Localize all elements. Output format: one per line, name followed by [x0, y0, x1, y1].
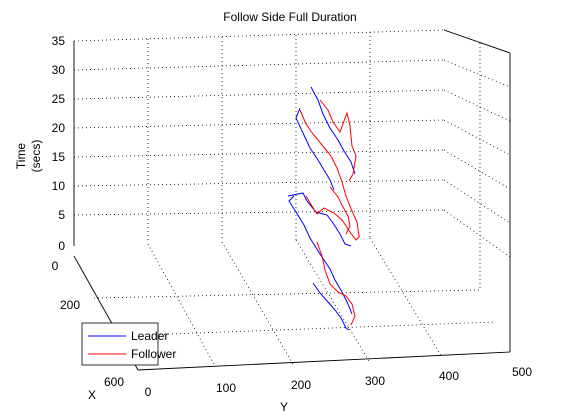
x-axis-label: X [88, 388, 96, 402]
z-tick-label: 25 [52, 92, 66, 106]
x-tick-label: 200 [60, 298, 80, 312]
leader-trajectory-segment [287, 192, 352, 247]
z-tick-label: 5 [58, 208, 65, 222]
y-tick-label: 400 [439, 369, 459, 383]
z-tick-label: 30 [52, 63, 66, 77]
x-ticks: 0 200 600 [52, 259, 125, 389]
z-tick-label: 10 [52, 179, 66, 193]
leader-trajectory-segment [312, 282, 350, 331]
trajectory-layer [287, 86, 361, 331]
x-tick-label: 0 [52, 259, 59, 273]
legend: Leader Follower [81, 322, 176, 366]
x-tick-label: 600 [104, 375, 124, 389]
z-axis-label-line1: Time [14, 143, 28, 170]
y-tick-label: 500 [512, 365, 532, 379]
z-tick-label: 20 [52, 121, 66, 135]
chart-title: Follow Side Full Duration [223, 10, 356, 24]
y-ticks: 0 100 200 300 400 500 [145, 365, 533, 399]
legend-box [81, 322, 159, 366]
z-tick-label: 15 [52, 150, 66, 164]
follower-trajectory-segment [299, 109, 360, 237]
z-ticks: 35 30 25 20 15 10 5 0 [52, 34, 66, 253]
y-tick-label: 0 [145, 385, 152, 399]
follower-trajectory-segment [329, 186, 351, 235]
z-tick-label: 35 [52, 34, 66, 48]
follower-trajectory-segment [319, 99, 357, 182]
leader-trajectory-segment [288, 195, 353, 315]
leader-trajectory-segment [310, 86, 356, 175]
axes-box [73, 29, 511, 371]
follower-trajectory-segment [305, 195, 361, 241]
legend-label-follower: Follower [131, 347, 176, 361]
y-axis-label: Y [280, 400, 288, 414]
y-tick-label: 100 [216, 381, 236, 395]
y-tick-label: 300 [365, 374, 385, 388]
grid-lines [73, 29, 511, 367]
leader-trajectory-segment [295, 107, 335, 191]
z-tick-label: 0 [58, 239, 65, 253]
z-axis-label-line2: (secs) [29, 140, 43, 173]
y-tick-label: 200 [291, 378, 311, 392]
follower-trajectory-segment [316, 241, 356, 326]
legend-label-leader: Leader [131, 329, 168, 343]
